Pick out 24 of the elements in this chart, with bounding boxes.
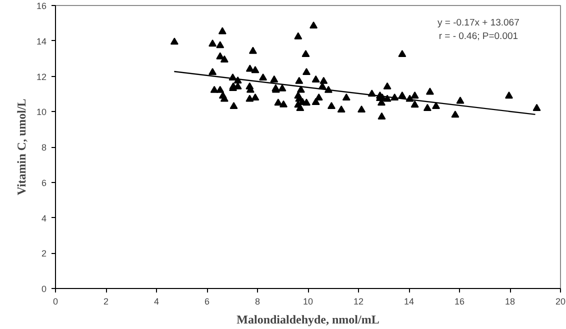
x-tick-label: 10 bbox=[302, 296, 314, 306]
annotation: y = -0.17x + 13.067 bbox=[438, 17, 520, 28]
x-tick-label: 20 bbox=[555, 296, 566, 306]
x-tick-label: 14 bbox=[404, 296, 414, 306]
x-tick-label: 0 bbox=[52, 296, 58, 306]
annotation: r = - 0.46; P=0.001 bbox=[438, 30, 518, 42]
x-tick-label: 2 bbox=[103, 296, 109, 306]
y-tick-label: 2 bbox=[41, 248, 47, 259]
x-tick-label: 8 bbox=[254, 296, 260, 306]
y-tick-label: 12 bbox=[36, 72, 47, 82]
x-tick-label: 4 bbox=[154, 296, 160, 306]
x-tick-label: 12 bbox=[353, 296, 364, 306]
x-tick-label: 6 bbox=[204, 296, 210, 306]
y-axis-title: Vitamin C, umol/L bbox=[14, 98, 28, 196]
x-tick-label: 18 bbox=[504, 296, 516, 306]
y-tick-label: 10 bbox=[36, 107, 47, 118]
y-tick-label: 6 bbox=[41, 178, 47, 188]
y-tick-label: 0 bbox=[41, 284, 47, 294]
y-tick-label: 16 bbox=[36, 1, 47, 11]
y-tick-label: 14 bbox=[36, 36, 47, 46]
x-tick-label: 16 bbox=[454, 296, 465, 306]
y-tick-label: 8 bbox=[41, 142, 47, 152]
x-axis-title: Malondialdehyde, nmol/mL bbox=[236, 312, 380, 326]
y-tick-label: 4 bbox=[41, 213, 47, 224]
